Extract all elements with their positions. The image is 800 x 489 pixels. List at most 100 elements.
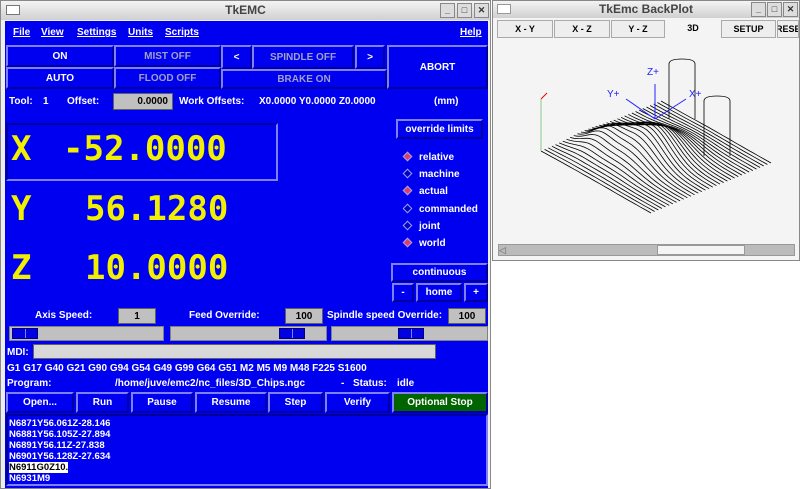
radio-machine[interactable]: machine [402, 168, 460, 180]
mist-button[interactable]: MIST OFF [114, 45, 221, 67]
reset-button[interactable]: RESET [777, 20, 799, 38]
tab-x-y[interactable]: X - Y [497, 20, 553, 38]
backplot-window: TkEmc BackPlot _ □ ✕ X - Y X - Z Y - Z 3… [492, 0, 800, 261]
x-position-box [6, 123, 278, 181]
menu-scripts[interactable]: Scripts [165, 27, 199, 38]
y-axis-label: Y+ [607, 89, 620, 100]
window-title: TkEMC [225, 3, 266, 17]
backplot-3d-canvas[interactable]: Z+ Y+ X+ [493, 39, 799, 241]
minimize-icon[interactable]: _ [751, 2, 766, 17]
slider-thumb[interactable] [279, 328, 305, 339]
status-label: Status: [353, 378, 387, 389]
spindle-decrease-button[interactable]: < [221, 45, 252, 69]
toolpath-line [653, 103, 764, 167]
tab-y-z[interactable]: Y - Z [611, 20, 665, 38]
spindle-button[interactable]: SPINDLE OFF [252, 45, 354, 69]
feed-override-field[interactable]: 100 [285, 308, 323, 324]
toolpath-line [620, 116, 732, 180]
toolpath-chip-wall [703, 95, 731, 156]
menu-file[interactable]: File [13, 27, 31, 38]
resume-button[interactable]: Resume [195, 392, 267, 413]
slider-thumb[interactable] [12, 328, 38, 339]
backplot-title: TkEmc BackPlot [598, 2, 694, 16]
tab-3d[interactable]: 3D [687, 23, 699, 33]
setup-button[interactable]: SETUP [721, 20, 776, 38]
toolpath-line [631, 112, 743, 176]
window-menu-icon[interactable] [6, 5, 20, 15]
menu-view[interactable]: View [41, 27, 64, 38]
toolpath-line [570, 137, 681, 202]
step-button[interactable]: Step [268, 392, 323, 413]
spindle-override-slider[interactable] [331, 326, 488, 341]
home-button[interactable]: home [416, 283, 462, 302]
program-listing[interactable]: N6871Y56.061Z-28.146 N6881Y56.105Z-27.89… [6, 414, 488, 486]
status-value: idle [397, 378, 415, 389]
x-axis-arrow [654, 98, 687, 120]
verify-button[interactable]: Verify [325, 392, 390, 413]
optional-stop-button[interactable]: Optional Stop [392, 392, 488, 413]
menu-settings[interactable]: Settings [77, 27, 117, 38]
radio-relative[interactable]: relative [402, 151, 454, 163]
toolpath-line [657, 102, 768, 165]
close-icon[interactable]: ✕ [474, 3, 489, 18]
on-button[interactable]: ON [6, 45, 114, 67]
feed-override-slider[interactable] [170, 326, 327, 341]
spindle-override-field[interactable]: 100 [448, 308, 486, 324]
override-limits-button[interactable]: override limits [396, 119, 483, 139]
brake-button[interactable]: BRAKE ON [221, 69, 387, 89]
main-panel: File View Settings Units Scripts Help ON… [5, 21, 488, 488]
flood-button[interactable]: FLOOD OFF [114, 67, 221, 89]
y-axis-arrow [625, 98, 656, 120]
toolpath-line [540, 150, 652, 214]
program-path: /home/juve/emc2/nc_files/3D_Chips.ngc [115, 378, 306, 389]
toolpath-line [595, 122, 706, 191]
close-icon[interactable]: ✕ [783, 2, 798, 17]
toolpath-line [624, 115, 735, 179]
work-offsets-value: X0.0000 Y0.0000 Z0.0000 [259, 96, 376, 107]
jog-plus-button[interactable]: + [464, 283, 488, 302]
z-axis-label: Z+ [647, 67, 659, 78]
maximize-icon[interactable]: □ [457, 3, 472, 18]
scrollbar-thumb[interactable] [657, 245, 745, 255]
axis-speed-field[interactable]: 1 [118, 308, 156, 324]
menu-units[interactable]: Units [128, 27, 153, 38]
radio-unselected-icon [402, 220, 413, 231]
run-button[interactable]: Run [76, 392, 129, 413]
menu-help[interactable]: Help [460, 27, 482, 38]
x-axis-label: X+ [689, 89, 702, 100]
radio-commanded[interactable]: commanded [402, 203, 478, 215]
window-menu-icon[interactable] [497, 4, 511, 14]
pause-button[interactable]: Pause [131, 392, 193, 413]
toolpath-line [573, 134, 684, 200]
y-axis-label: Y [11, 189, 32, 229]
radio-label: commanded [419, 204, 478, 215]
auto-button[interactable]: AUTO [6, 67, 114, 89]
tab-x-z[interactable]: X - Z [554, 20, 610, 38]
maximize-icon[interactable]: □ [767, 2, 782, 17]
minimize-icon[interactable]: _ [440, 3, 455, 18]
tkemc-window: TkEMC _ □ ✕ File View Settings Units Scr… [0, 0, 491, 489]
radio-label: joint [419, 221, 441, 232]
abort-button[interactable]: ABORT [387, 45, 488, 89]
horizontal-scrollbar[interactable]: ◁ [498, 244, 795, 256]
toolpath-line [566, 138, 677, 203]
toolpath-line [577, 130, 688, 199]
slider-thumb[interactable] [398, 328, 424, 339]
radio-joint[interactable]: joint [402, 220, 441, 232]
toolpath-line [646, 106, 757, 170]
open-button[interactable]: Open... [6, 392, 74, 413]
radio-actual[interactable]: actual [402, 185, 448, 197]
program-label: Program: [7, 378, 52, 389]
mdi-input[interactable] [33, 344, 436, 359]
radio-world[interactable]: world [402, 237, 446, 249]
spindle-increase-button[interactable]: > [355, 45, 385, 69]
offset-field[interactable]: 0.0000 [113, 93, 173, 110]
code-line: N6931M9 [9, 473, 51, 484]
jog-minus-button[interactable]: - [392, 283, 414, 302]
scroll-left-icon[interactable]: ◁ [499, 245, 506, 255]
axis-speed-slider[interactable] [9, 326, 164, 341]
offset-label: Offset: [67, 96, 100, 107]
radio-label: actual [419, 186, 448, 197]
jog-mode-button[interactable]: continuous [391, 263, 488, 282]
feed-override-label: Feed Override: [189, 310, 260, 321]
